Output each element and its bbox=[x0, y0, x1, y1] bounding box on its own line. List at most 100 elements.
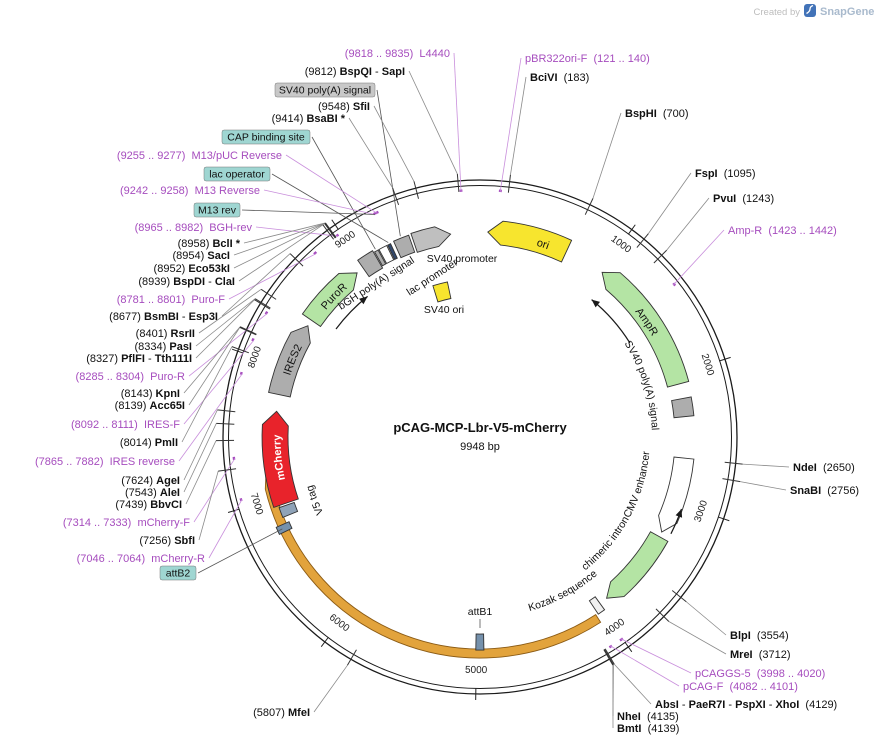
callout-l4440[interactable]: (9818 .. 9835) L4440 bbox=[345, 48, 450, 60]
callout-snabi-leader bbox=[740, 481, 787, 491]
callout-m13-puc-reverse[interactable]: (9255 .. 9277) M13/pUC Reverse bbox=[117, 150, 282, 162]
feature-puror[interactable] bbox=[301, 272, 358, 328]
feature-sv40-promoter[interactable] bbox=[410, 226, 452, 253]
callout-mcherry-f[interactable]: (7314 .. 7333) mCherry-F bbox=[63, 517, 190, 529]
callout-snabi-site-tick bbox=[722, 478, 741, 483]
callout-pbr322ori-f[interactable]: pBR322ori-F (121 .. 140) bbox=[525, 53, 650, 65]
callout-blpi[interactable]: BlpI (3554) bbox=[730, 630, 789, 642]
callout-fspi[interactable]: FspI (1095) bbox=[695, 168, 756, 180]
callout-bmti[interactable]: BmtI (4139) bbox=[617, 723, 679, 735]
callout-ires-reverse[interactable]: (7865 .. 7882) IRES reverse bbox=[35, 456, 175, 468]
callout-mcherry-r[interactable]: (7046 .. 7064) mCherry-R bbox=[77, 553, 205, 565]
feature-label-cmv-enhancer[interactable]: CMV enhancer bbox=[621, 450, 652, 520]
feature-label-kozak-sequence[interactable]: Kozak sequence bbox=[527, 568, 600, 614]
callout-pcaggs-5[interactable]: pCAGGS-5 (3998 .. 4020) bbox=[695, 668, 825, 680]
feature-v5-tag[interactable] bbox=[278, 501, 299, 518]
callout-bspqi-sapi[interactable]: (9812) BspQI - SapI bbox=[305, 66, 405, 78]
callout-rsrii[interactable]: (8401) RsrII bbox=[136, 328, 195, 340]
callout-lac-operator-label[interactable]: lac operator bbox=[209, 169, 265, 181]
callout-pflfi-tth111i[interactable]: (8327) PflFI - Tth111I bbox=[86, 353, 192, 365]
callout-m13-reverse[interactable]: (9242 .. 9258) M13 Reverse bbox=[120, 185, 260, 197]
callout-ires-f[interactable]: (8092 .. 8111) IRES-F bbox=[71, 419, 180, 431]
feature-attb1[interactable] bbox=[475, 633, 485, 651]
callout-m13-rev-label[interactable]: M13 rev bbox=[198, 205, 237, 217]
callout-puro-f[interactable]: (8781 .. 8801) Puro-F bbox=[117, 294, 226, 306]
feature-sv40-polya-top[interactable] bbox=[393, 234, 416, 259]
callout-snabi[interactable]: SnaBI (2756) bbox=[790, 485, 859, 497]
callout-bcivi[interactable]: BciVI (183) bbox=[530, 72, 589, 84]
feature-sv40-ori[interactable] bbox=[432, 281, 452, 303]
callout-m13-rev-label-box[interactable] bbox=[193, 202, 241, 218]
callout-bspdi-clai[interactable]: (8939) BspDI - ClaI bbox=[138, 276, 235, 288]
callout-attb2-label-box[interactable] bbox=[159, 565, 197, 581]
callout-sbfi[interactable]: (7256) SbfI bbox=[139, 535, 195, 547]
watermark: Created by SnapGene bbox=[754, 4, 874, 18]
center-title: pCAG-MCP-Lbr-V5-mCherry 9948 bp bbox=[393, 420, 567, 453]
feature-bgh-polya[interactable] bbox=[357, 250, 384, 278]
primer-puro-f[interactable] bbox=[313, 251, 318, 255]
primer-m13-puc-reverse[interactable] bbox=[374, 210, 379, 215]
callout-bcli[interactable]: (8958) BclI * bbox=[178, 238, 241, 250]
primer-pcaggs-5[interactable] bbox=[619, 637, 624, 642]
callout-alei[interactable]: (7543) AleI bbox=[125, 487, 180, 499]
callout-saci[interactable]: (8954) SacI bbox=[173, 250, 231, 262]
callout-rsrii-site-tick bbox=[260, 288, 277, 300]
callout-pasi[interactable]: (8334) PasI bbox=[135, 341, 193, 353]
inner-label-attb1[interactable]: attB1 bbox=[468, 606, 493, 618]
callout-bsmbi-esp3i[interactable]: (8677) BsmBI - Esp3I bbox=[109, 311, 218, 323]
callout-sfii[interactable]: (9548) SfiI bbox=[318, 101, 370, 113]
callout-bgh-rev[interactable]: (8965 .. 8982) BGH-rev bbox=[135, 222, 253, 234]
callout-sv40-polya-top-label-box[interactable] bbox=[274, 82, 376, 98]
callout-bbvci-leader bbox=[185, 440, 217, 505]
callout-lac-operator-label-box[interactable] bbox=[203, 166, 271, 182]
feature-attb2[interactable] bbox=[275, 521, 293, 536]
feature-sv40-polya-right[interactable] bbox=[671, 396, 695, 419]
callout-cap-binding-site-label[interactable]: CAP binding site bbox=[227, 132, 305, 144]
feature-kozak-sequence[interactable] bbox=[588, 596, 606, 615]
callout-ndei[interactable]: NdeI (2650) bbox=[793, 462, 855, 474]
callout-pmli[interactable]: (8014) PmlI bbox=[120, 437, 178, 449]
feature-label-chimeric-intron[interactable]: chimeric intron bbox=[579, 514, 631, 573]
primer-ires-f[interactable] bbox=[251, 337, 255, 342]
direction-arrowhead-1 bbox=[359, 296, 368, 305]
callout-nhei[interactable]: NheI (4135) bbox=[617, 711, 679, 723]
plasmid-name: pCAG-MCP-Lbr-V5-mCherry bbox=[393, 420, 567, 435]
callout-pcag-f[interactable]: pCAG-F (4082 .. 4101) bbox=[683, 681, 798, 693]
feature-label-v5-tag[interactable]: V5 tag bbox=[304, 484, 326, 517]
callout-mfei-site-tick bbox=[346, 649, 357, 666]
feature-ori[interactable] bbox=[487, 220, 573, 263]
callout-eco53ki[interactable]: (8952) Eco53kI bbox=[154, 263, 230, 275]
callout-kpni-site-tick bbox=[239, 326, 257, 335]
callout-bsphi[interactable]: BspHI (700) bbox=[625, 108, 689, 120]
callout-agei[interactable]: (7624) AgeI bbox=[121, 475, 180, 487]
feature-mcherry[interactable] bbox=[261, 410, 299, 508]
feature-label-ori[interactable]: ori bbox=[535, 237, 551, 252]
callout-cap-binding-site-label-box[interactable] bbox=[221, 129, 311, 145]
callout-mrei[interactable]: MreI (3712) bbox=[730, 649, 791, 661]
primer-ires-reverse[interactable] bbox=[239, 371, 243, 376]
primer-pcag-f[interactable] bbox=[608, 644, 613, 649]
inner-label-sv40-promoter[interactable]: SV40 promoter bbox=[427, 253, 498, 265]
callout-absi-paer7i-pspxi-xhoi[interactable]: AbsI - PaeR7I - PspXI - XhoI (4129) bbox=[655, 699, 837, 711]
inner-label-sv40-ori[interactable]: SV40 ori bbox=[424, 304, 464, 316]
tick-label: 6000 bbox=[327, 612, 352, 634]
callout-ndei-site-tick bbox=[724, 461, 743, 465]
feature-lac-operator[interactable] bbox=[387, 243, 398, 261]
feature-cmv-enhancer[interactable] bbox=[658, 456, 695, 533]
primer-puro-r[interactable] bbox=[264, 310, 269, 315]
callout-attb2-label[interactable]: attB2 bbox=[166, 568, 191, 580]
callout-acc65i[interactable]: (8139) Acc65I bbox=[115, 400, 185, 412]
feature-cap-binding-site[interactable] bbox=[373, 249, 387, 267]
feature-ires2[interactable] bbox=[268, 325, 311, 398]
callout-amp-r[interactable]: Amp-R (1423 .. 1442) bbox=[728, 225, 837, 237]
callout-sv40-polya-top-label[interactable]: SV40 poly(A) signal bbox=[279, 85, 371, 97]
callout-pvui[interactable]: PvuI (1243) bbox=[713, 193, 774, 205]
callout-bbvci[interactable]: (7439) BbvCI bbox=[115, 499, 182, 511]
callout-mfei[interactable]: (5807) MfeI bbox=[253, 707, 310, 719]
callout-kpni[interactable]: (8143) KpnI bbox=[121, 388, 180, 400]
callout-puro-r[interactable]: (8285 .. 8304) Puro-R bbox=[76, 371, 186, 383]
feature-chimeric-intron[interactable] bbox=[606, 531, 669, 599]
feature-lac-promoter[interactable] bbox=[378, 244, 395, 265]
feature-ampr[interactable] bbox=[601, 271, 690, 388]
callout-bsabi[interactable]: (9414) BsaBI * bbox=[272, 113, 346, 125]
